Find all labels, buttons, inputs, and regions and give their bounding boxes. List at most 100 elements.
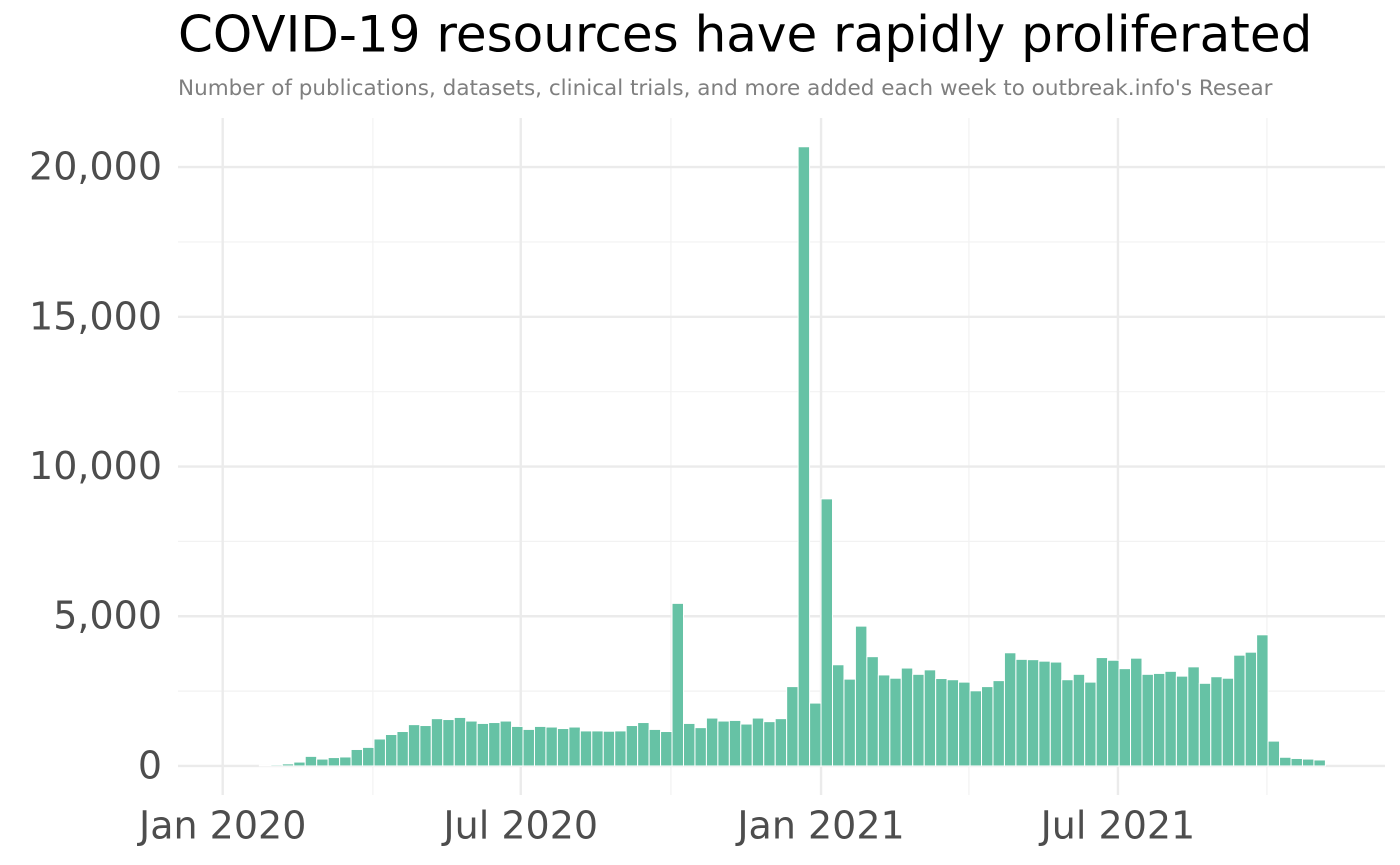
bar [339,756,352,767]
bar [728,719,742,767]
bar [1198,682,1212,767]
bar [465,720,478,767]
bar [293,761,306,767]
bar [1210,676,1223,767]
bar [396,731,409,767]
bar [1130,657,1143,767]
bar [1152,672,1166,767]
bar [327,757,341,767]
bar [923,669,937,767]
bar [912,673,925,767]
bar [1164,670,1177,767]
bar [820,498,834,767]
bar [900,667,914,767]
bar [258,764,272,767]
bar [362,746,375,767]
bar [442,719,455,767]
bar [625,725,639,767]
bar [1301,758,1315,767]
bar [488,722,501,767]
bar [958,681,971,767]
bar [946,679,960,767]
bar [579,730,593,767]
bar [407,724,421,767]
bar [763,721,776,767]
bar [660,731,673,767]
bar [981,686,994,767]
bar [832,664,845,767]
bar [992,680,1005,767]
bar [614,730,627,767]
bar [1072,673,1086,767]
bar [1221,677,1235,767]
bar [843,678,856,767]
bar [350,748,364,767]
bar [1038,660,1051,767]
bar [671,602,684,767]
bar [774,718,788,767]
bar [1003,652,1017,767]
x-tick-label: Jul 2021 [1039,804,1196,848]
bar [511,725,524,767]
bar [751,717,765,767]
y-tick-label: 20,000 [29,145,162,189]
bar [717,720,730,767]
bar [935,678,948,767]
bar [591,730,604,767]
bar [1084,681,1097,767]
bar [373,738,386,767]
bar [281,763,295,767]
bar [430,718,444,767]
bar [453,716,467,767]
bar [1267,740,1281,767]
bar [694,727,707,767]
bar [545,726,558,767]
bar [533,725,547,767]
bar [1175,675,1189,767]
bar [1290,757,1303,767]
x-tick-label: Jan 2021 [735,804,904,848]
bar [637,722,650,767]
bar [556,728,570,767]
chart-title: COVID-19 resources have rapidly prolifer… [178,6,1312,64]
bar [797,146,811,767]
bar [854,625,868,767]
bar [786,686,799,767]
bar [1244,651,1258,767]
bar [1141,673,1154,767]
bar [419,725,432,767]
y-tick-label: 0 [138,743,162,787]
bar [1279,756,1292,767]
bar [522,728,535,767]
chart-subtitle: Number of publications, datasets, clinic… [178,76,1273,101]
bar [1233,654,1246,767]
bar [499,720,513,767]
bar [866,656,879,767]
bar [1118,668,1132,767]
bar [602,730,616,767]
bar [476,722,490,767]
y-tick-label: 15,000 [29,294,162,338]
bar [1256,634,1269,767]
bar [1107,659,1120,767]
bar [1095,657,1109,767]
bar [1049,661,1063,767]
bar [740,723,753,767]
y-tick-label: 10,000 [29,444,162,488]
bar [877,674,891,767]
bar [705,717,719,767]
x-tick-label: Jul 2020 [441,804,598,848]
bar [1061,679,1074,767]
bar [316,758,329,767]
bar [889,677,902,767]
bar [648,728,662,767]
y-tick-label: 5,000 [53,594,162,638]
bar [969,690,983,767]
bar [1026,659,1040,767]
bar [1313,759,1326,767]
bar [1015,658,1028,767]
bar [568,726,581,767]
bar [384,734,398,767]
x-tick-label: Jan 2020 [137,804,306,848]
